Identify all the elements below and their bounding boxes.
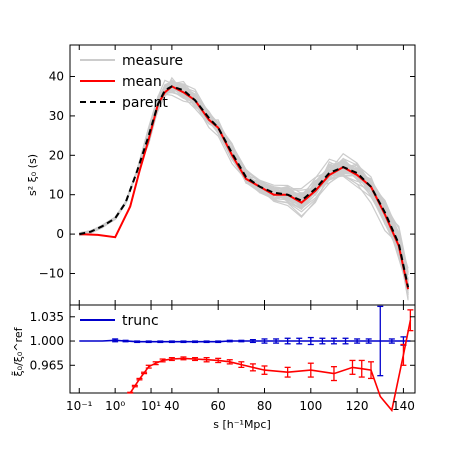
main-legend: measure mean parent <box>80 53 183 111</box>
measure-curve <box>79 81 409 286</box>
y-tick-label: 0 <box>56 227 64 241</box>
measure-curve <box>79 81 409 281</box>
y-tick-label: 30 <box>49 109 64 123</box>
ratio-plot: 10⁻¹ 10⁰ 10¹ 40 60 80 100 120 140 0.965 1.000 1.03… <box>11 304 416 431</box>
legend-label-measure: measure <box>122 53 183 69</box>
main-series <box>79 85 410 290</box>
x-tick-label: 40 <box>164 399 179 413</box>
measure-curve <box>79 83 409 284</box>
measure-curve <box>79 87 409 295</box>
main-y-axis-label: s² ξ₀ (s) <box>26 154 39 196</box>
y-tick-label: 1.000 <box>30 334 64 348</box>
measure-curve <box>79 87 409 293</box>
ratio-legend: trunc <box>80 313 159 329</box>
x-tick-label: 60 <box>211 399 226 413</box>
ratio-y-ticks: 0.965 1.000 1.035 <box>30 310 415 372</box>
x-axis-label: s [h⁻¹Mpc] <box>213 418 271 431</box>
legend-label-mean: mean <box>122 74 162 90</box>
series-line-ratio <box>129 320 412 413</box>
main-y-ticks: −10 0 10 20 30 40 <box>39 70 415 280</box>
x-tick-label: 10⁰ <box>105 399 125 413</box>
measure-curve <box>79 87 409 292</box>
measure-curve <box>79 81 409 298</box>
measure-curve <box>79 86 409 294</box>
y-tick-label: 20 <box>49 148 64 162</box>
series-line-parent <box>79 85 410 288</box>
ratio-plot-frame <box>69 304 416 394</box>
x-tick-label: 140 <box>392 399 415 413</box>
series-line-mean <box>79 85 410 290</box>
y-tick-label: 10 <box>49 188 64 202</box>
x-tick-label: 100 <box>299 399 322 413</box>
measure-curve <box>79 85 409 292</box>
measure-curve <box>79 93 409 301</box>
legend-label-trunc: trunc <box>122 313 159 329</box>
main-plot: −10 0 10 20 30 40 s² ξ₀ (s) measure mean pare… <box>26 44 416 306</box>
measure-curve <box>79 88 409 291</box>
measure-curve <box>79 86 409 292</box>
y-tick-label: 0.965 <box>30 358 64 372</box>
ratio-y-axis-label: ξ̃₀/ξ₀^ref <box>11 326 25 376</box>
measure-curve <box>79 85 409 280</box>
measure-curve <box>79 91 409 287</box>
legend-label-parent: parent <box>122 95 168 111</box>
ratio-series <box>79 305 414 413</box>
measure-curve <box>79 81 409 286</box>
measure-curve <box>79 84 409 295</box>
measure-curve <box>79 84 409 296</box>
x-tick-label: 10⁻¹ <box>66 399 93 413</box>
x-tick-label: 80 <box>257 399 272 413</box>
measure-curves <box>79 76 409 301</box>
x-tick-label: 120 <box>346 399 369 413</box>
y-tick-label: 1.035 <box>30 310 64 324</box>
measure-curve <box>79 83 409 284</box>
measure-curve <box>79 85 409 281</box>
measure-curve <box>79 83 409 294</box>
series-line-trunc <box>79 339 411 343</box>
x-tick-label: 10¹ <box>141 399 161 413</box>
y-tick-label: 40 <box>49 70 64 84</box>
measure-curve <box>79 87 409 280</box>
ratio-x-ticks: 10⁻¹ 10⁰ 10¹ 40 60 80 100 120 140 <box>66 305 415 413</box>
main-x-ticks <box>78 45 404 305</box>
measure-curve <box>79 82 409 299</box>
y-tick-label: −10 <box>39 266 64 280</box>
